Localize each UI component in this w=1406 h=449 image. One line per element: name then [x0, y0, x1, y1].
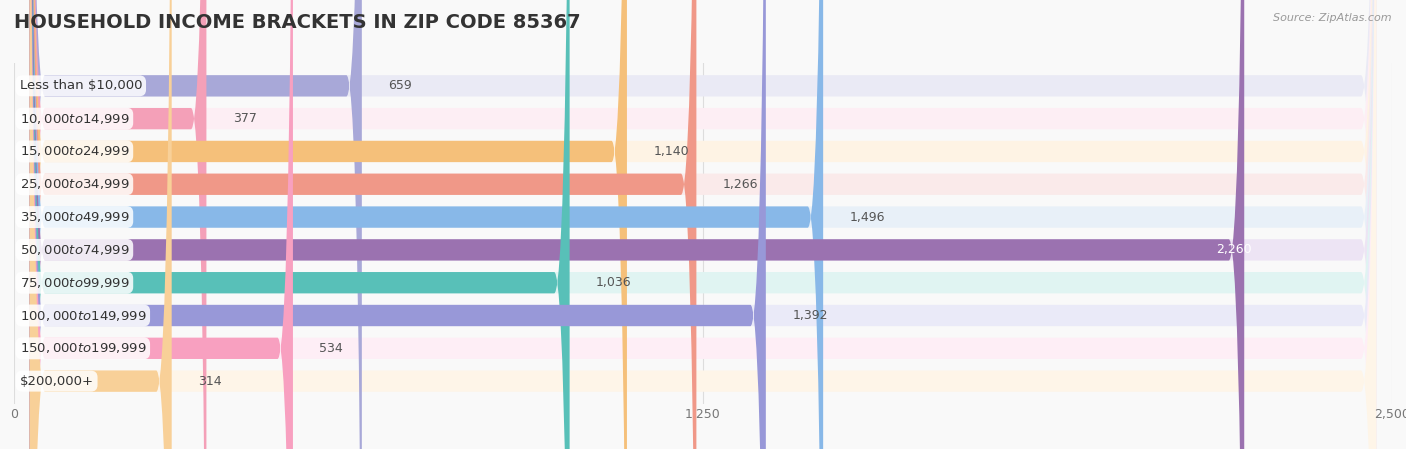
Text: $100,000 to $149,999: $100,000 to $149,999	[20, 308, 146, 322]
Text: 377: 377	[233, 112, 257, 125]
Text: 1,392: 1,392	[793, 309, 828, 322]
Text: 534: 534	[319, 342, 343, 355]
Text: $150,000 to $199,999: $150,000 to $199,999	[20, 341, 146, 355]
Text: $25,000 to $34,999: $25,000 to $34,999	[20, 177, 129, 191]
Text: 1,140: 1,140	[654, 145, 689, 158]
FancyBboxPatch shape	[30, 0, 696, 449]
FancyBboxPatch shape	[30, 0, 1376, 449]
FancyBboxPatch shape	[30, 0, 1376, 449]
FancyBboxPatch shape	[30, 0, 1244, 449]
FancyBboxPatch shape	[30, 0, 823, 449]
Text: $15,000 to $24,999: $15,000 to $24,999	[20, 145, 129, 158]
FancyBboxPatch shape	[30, 0, 172, 449]
FancyBboxPatch shape	[30, 0, 569, 449]
FancyBboxPatch shape	[30, 0, 1376, 449]
FancyBboxPatch shape	[30, 0, 1376, 449]
Text: HOUSEHOLD INCOME BRACKETS IN ZIP CODE 85367: HOUSEHOLD INCOME BRACKETS IN ZIP CODE 85…	[14, 13, 581, 32]
Text: 1,036: 1,036	[596, 276, 631, 289]
FancyBboxPatch shape	[30, 0, 292, 449]
Text: $75,000 to $99,999: $75,000 to $99,999	[20, 276, 129, 290]
Text: 659: 659	[388, 79, 412, 92]
FancyBboxPatch shape	[30, 0, 766, 449]
Text: 1,266: 1,266	[723, 178, 758, 191]
Text: Less than $10,000: Less than $10,000	[20, 79, 142, 92]
Text: 1,496: 1,496	[849, 211, 886, 224]
FancyBboxPatch shape	[30, 0, 207, 449]
FancyBboxPatch shape	[30, 0, 1376, 449]
Text: $50,000 to $74,999: $50,000 to $74,999	[20, 243, 129, 257]
Text: $10,000 to $14,999: $10,000 to $14,999	[20, 112, 129, 126]
FancyBboxPatch shape	[30, 0, 1376, 449]
FancyBboxPatch shape	[30, 0, 1376, 449]
Text: 314: 314	[198, 374, 222, 387]
Text: Source: ZipAtlas.com: Source: ZipAtlas.com	[1274, 13, 1392, 23]
FancyBboxPatch shape	[30, 0, 1376, 449]
Text: $35,000 to $49,999: $35,000 to $49,999	[20, 210, 129, 224]
FancyBboxPatch shape	[30, 0, 1376, 449]
FancyBboxPatch shape	[30, 0, 627, 449]
Text: $200,000+: $200,000+	[20, 374, 94, 387]
Text: 2,260: 2,260	[1216, 243, 1251, 256]
FancyBboxPatch shape	[30, 0, 361, 449]
FancyBboxPatch shape	[30, 0, 1376, 449]
